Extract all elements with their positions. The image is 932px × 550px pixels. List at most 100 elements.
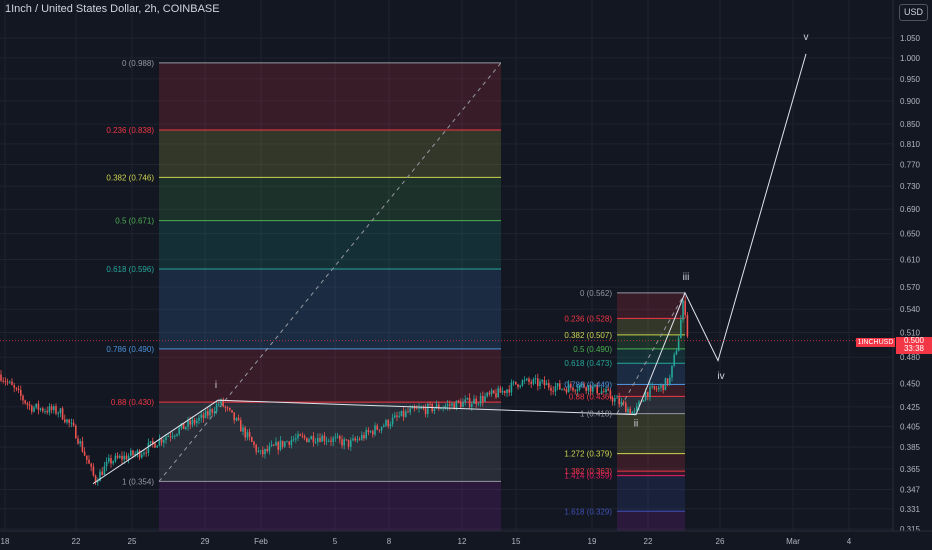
candle-body [200, 414, 202, 418]
candle-body [680, 319, 682, 339]
chart-title: 1Inch / United States Dollar, 2h, COINBA… [5, 3, 220, 15]
candle-body [77, 438, 79, 444]
candle-body [376, 425, 378, 430]
candle-body [108, 458, 110, 462]
candle-body [160, 439, 163, 443]
candle-body [72, 422, 75, 426]
candle-body [46, 410, 48, 413]
candle-body [387, 420, 389, 427]
candle-body [92, 466, 95, 476]
candle-body [490, 390, 493, 394]
candle-body [182, 423, 185, 430]
candle-body [176, 433, 178, 436]
candle-body [64, 419, 66, 423]
fib-level-label: 1 (0.354) [122, 477, 154, 486]
candle-body [303, 436, 306, 438]
candle-body [616, 397, 618, 399]
fib-level-label: 1.382 (0.363) [564, 467, 612, 476]
candle-body [504, 390, 506, 393]
candle-body [405, 411, 407, 417]
candle-body [2, 380, 4, 382]
candle-body [594, 384, 596, 387]
candle-body [644, 391, 647, 401]
candle-body [185, 426, 187, 430]
candle-body [233, 412, 235, 421]
price-tick-label: 0.331 [900, 505, 921, 514]
candle-body [587, 385, 590, 391]
fib-retracements [158, 62, 686, 531]
candle-body [343, 439, 345, 446]
price-tick-label: 1.000 [900, 54, 921, 63]
candle-body [215, 403, 218, 412]
candle-body [409, 408, 411, 413]
fib-zone [617, 453, 685, 472]
candle-body [202, 414, 205, 418]
candle-body [543, 380, 546, 386]
fib-zone [159, 348, 501, 403]
currency-button[interactable]: USD [899, 4, 928, 21]
candle-body [53, 406, 55, 411]
candle-body [574, 390, 576, 392]
candle-body [248, 432, 251, 437]
candle-body [86, 455, 88, 460]
candle-body [675, 350, 678, 355]
candle-body [477, 403, 480, 405]
candle-body [363, 434, 365, 439]
candle-body [422, 408, 425, 409]
candle-body [508, 389, 510, 393]
candle-body [68, 419, 70, 423]
candle-body [134, 453, 136, 456]
candle-body [270, 444, 273, 447]
candle-body [127, 455, 130, 460]
time-tick-label: Mar [786, 537, 800, 546]
candle-body [94, 475, 97, 483]
candle-body [673, 354, 675, 366]
wave-label: i [215, 380, 217, 391]
candle-body [171, 436, 174, 438]
candle-body [567, 384, 570, 393]
candle-body [213, 411, 216, 413]
candle-body [350, 440, 352, 447]
candle-body [306, 437, 308, 442]
candle-body [361, 434, 363, 440]
candle-body [583, 383, 585, 388]
candle-body [622, 401, 625, 404]
candle-body [4, 380, 7, 382]
candle-body [618, 397, 620, 405]
candle-body [501, 390, 504, 393]
candle-body [629, 408, 631, 414]
candle-body [138, 450, 141, 458]
candle-body [380, 426, 383, 431]
candle-body [262, 450, 264, 455]
candle-body [299, 434, 301, 436]
fib-trend-line [158, 62, 502, 482]
candle-body [99, 471, 101, 482]
candle-body [424, 408, 427, 415]
candle-body [301, 435, 304, 437]
candle-body [625, 403, 627, 413]
price-tick-label: 0.480 [900, 353, 921, 362]
candle-body [451, 403, 453, 406]
candle-body [655, 388, 658, 390]
candle-body [284, 441, 286, 447]
candle-body [596, 384, 598, 394]
candle-body [444, 405, 447, 408]
candle-body [435, 404, 438, 409]
candle-body [455, 400, 458, 410]
candle-body [473, 398, 475, 404]
candle-body [603, 391, 605, 393]
candle-body [37, 403, 40, 410]
candle-body [682, 300, 684, 320]
candle-body [187, 420, 189, 427]
candle-body [356, 439, 359, 441]
fib-level-label: 0.382 (0.507) [564, 331, 612, 340]
candle-body [636, 406, 638, 411]
candle-body [141, 454, 143, 458]
candle-body [50, 406, 53, 411]
candle-body [684, 300, 686, 316]
candle-body [653, 385, 656, 389]
wave-path [92, 53, 807, 485]
candle-body [6, 381, 9, 383]
fib-zone [617, 396, 685, 414]
